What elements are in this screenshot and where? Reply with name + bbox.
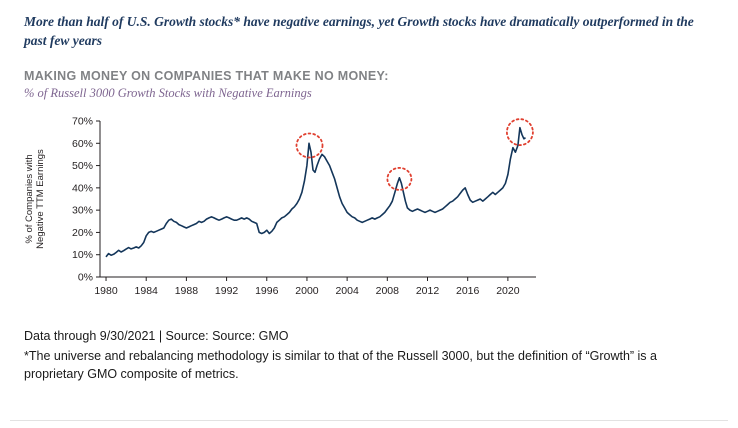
y-tick-label: 20% (72, 227, 93, 239)
y-tick-label: 40% (72, 182, 93, 194)
chart-title: MAKING MONEY ON COMPANIES THAT MAKE NO M… (24, 68, 389, 83)
x-tick-label: 1980 (94, 285, 118, 297)
headline: More than half of U.S. Growth stocks* ha… (24, 14, 694, 48)
line-chart: 0% 10% 20% 30% 40% 50% 60% 70% 1980 1984 1988 1992 1… (16, 109, 714, 319)
x-tick-label: 2016 (456, 285, 480, 297)
x-tick-label: 1988 (175, 285, 199, 297)
x-tick-label: 2012 (416, 285, 440, 297)
series-line (105, 126, 526, 258)
footnote-disclaimer: *The universe and rebalancing methodolog… (24, 348, 657, 381)
y-tick-label: 70% (72, 115, 93, 127)
divider (10, 420, 728, 421)
y-tick-label: 0% (78, 271, 93, 283)
y-tick-label: 30% (72, 204, 93, 216)
y-tick-label: 10% (72, 249, 93, 261)
annotation-dotted-circle (386, 166, 413, 191)
y-tick-label: 50% (72, 160, 93, 172)
y-axis-title: % of Companies withNegative TTM Earnings (24, 149, 46, 249)
x-tick-label: 1992 (215, 285, 239, 297)
chart-subtitle: % of Russell 3000 Growth Stocks with Neg… (24, 85, 312, 100)
x-tick-label: 2020 (496, 285, 520, 297)
x-tick-label: 1984 (135, 285, 159, 297)
annotation-dotted-circle (295, 132, 324, 159)
x-tick-label: 2000 (295, 285, 319, 297)
x-tick-label: 1996 (255, 285, 279, 297)
x-tick-label: 2004 (335, 285, 359, 297)
y-tick-label: 60% (72, 138, 93, 150)
x-tick-label: 2008 (376, 285, 400, 297)
line-chart-svg: 0% 10% 20% 30% 40% 50% 60% 70% 1980 1984 1988 1992 1… (24, 115, 536, 297)
annotation-dotted-circle (505, 117, 534, 146)
source-note: Data through 9/30/2021 | Source: Source:… (24, 328, 289, 343)
